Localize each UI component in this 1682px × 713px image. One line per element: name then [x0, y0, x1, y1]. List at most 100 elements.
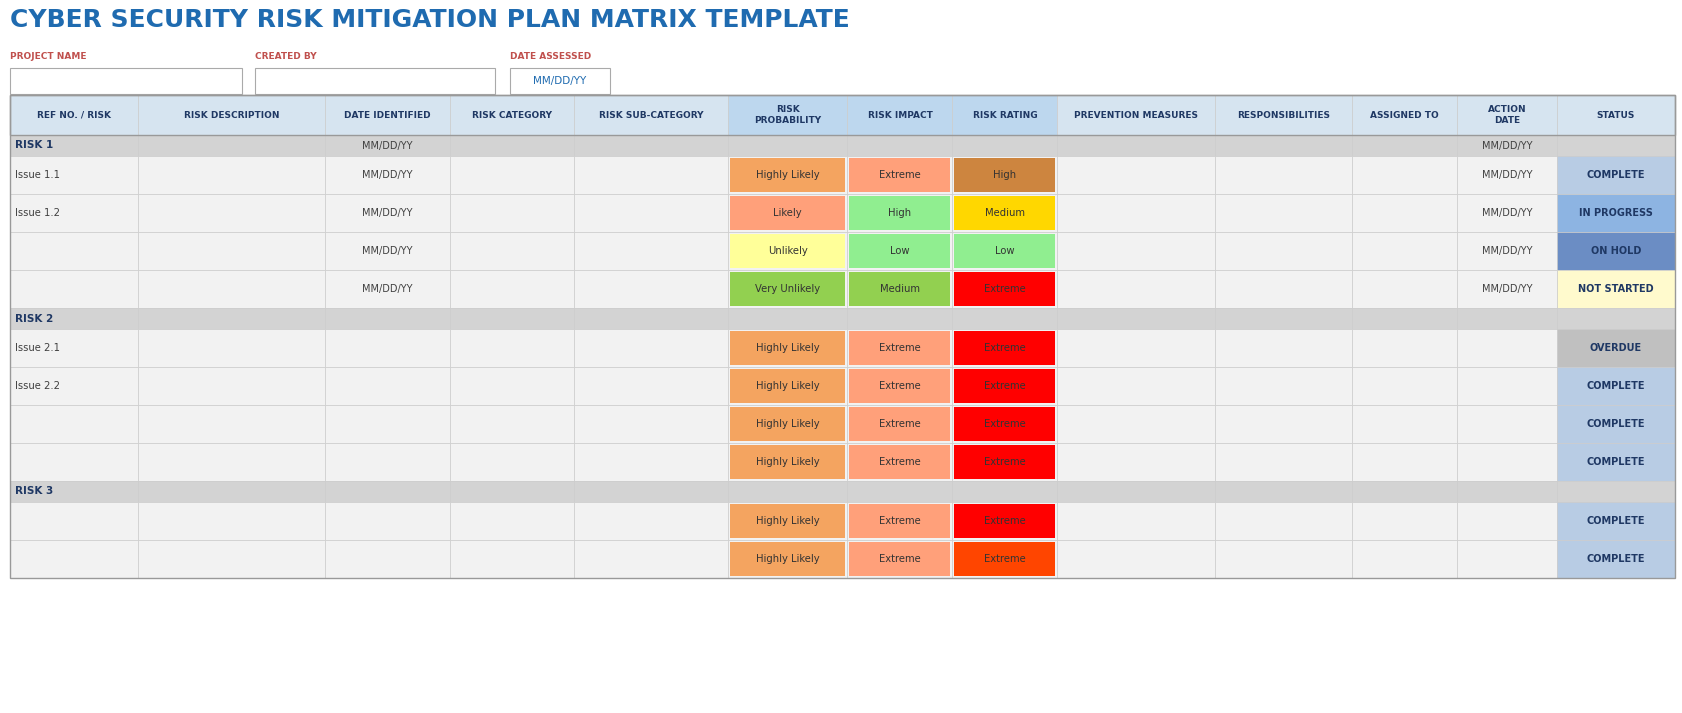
FancyBboxPatch shape	[138, 329, 325, 367]
FancyBboxPatch shape	[952, 540, 1056, 578]
FancyBboxPatch shape	[138, 443, 325, 481]
FancyBboxPatch shape	[325, 270, 449, 308]
Text: Highly Likely: Highly Likely	[755, 170, 819, 180]
Text: Extreme: Extreme	[984, 284, 1024, 294]
FancyBboxPatch shape	[10, 194, 138, 232]
FancyBboxPatch shape	[952, 156, 1056, 194]
Text: Low: Low	[994, 246, 1014, 256]
Text: Extreme: Extreme	[878, 419, 920, 429]
FancyBboxPatch shape	[574, 270, 727, 308]
FancyBboxPatch shape	[325, 502, 449, 540]
FancyBboxPatch shape	[1457, 95, 1556, 135]
FancyBboxPatch shape	[727, 95, 848, 135]
FancyBboxPatch shape	[848, 405, 952, 443]
FancyBboxPatch shape	[952, 405, 1056, 443]
FancyBboxPatch shape	[727, 329, 848, 367]
Text: Extreme: Extreme	[984, 343, 1024, 353]
Text: Unlikely: Unlikely	[767, 246, 807, 256]
FancyBboxPatch shape	[954, 158, 1055, 192]
FancyBboxPatch shape	[574, 329, 727, 367]
FancyBboxPatch shape	[848, 540, 952, 578]
FancyBboxPatch shape	[1214, 194, 1351, 232]
Text: COMPLETE: COMPLETE	[1586, 170, 1645, 180]
FancyBboxPatch shape	[1351, 443, 1457, 481]
FancyBboxPatch shape	[952, 481, 1056, 502]
FancyBboxPatch shape	[449, 95, 574, 135]
FancyBboxPatch shape	[449, 135, 574, 156]
FancyBboxPatch shape	[730, 158, 844, 192]
FancyBboxPatch shape	[138, 95, 325, 135]
FancyBboxPatch shape	[1214, 481, 1351, 502]
FancyBboxPatch shape	[138, 502, 325, 540]
FancyBboxPatch shape	[727, 308, 848, 329]
FancyBboxPatch shape	[10, 502, 138, 540]
FancyBboxPatch shape	[1056, 367, 1214, 405]
FancyBboxPatch shape	[449, 502, 574, 540]
FancyBboxPatch shape	[952, 95, 1056, 135]
FancyBboxPatch shape	[1556, 540, 1674, 578]
Text: Extreme: Extreme	[878, 170, 920, 180]
Text: MM/DD/YY: MM/DD/YY	[1480, 246, 1531, 256]
Text: REF NO. / RISK: REF NO. / RISK	[37, 111, 111, 120]
FancyBboxPatch shape	[325, 443, 449, 481]
FancyBboxPatch shape	[449, 156, 574, 194]
FancyBboxPatch shape	[848, 502, 952, 540]
FancyBboxPatch shape	[1056, 156, 1214, 194]
FancyBboxPatch shape	[1351, 367, 1457, 405]
Text: PROJECT NAME: PROJECT NAME	[10, 52, 86, 61]
Text: PREVENTION MEASURES: PREVENTION MEASURES	[1073, 111, 1198, 120]
FancyBboxPatch shape	[1457, 443, 1556, 481]
FancyBboxPatch shape	[848, 270, 952, 308]
Text: Highly Likely: Highly Likely	[755, 381, 819, 391]
FancyBboxPatch shape	[1556, 502, 1674, 540]
FancyBboxPatch shape	[730, 369, 844, 403]
FancyBboxPatch shape	[1556, 308, 1674, 329]
FancyBboxPatch shape	[730, 272, 844, 306]
Text: MM/DD/YY: MM/DD/YY	[362, 208, 412, 218]
FancyBboxPatch shape	[449, 232, 574, 270]
Text: RISK 3: RISK 3	[15, 486, 54, 496]
FancyBboxPatch shape	[1056, 405, 1214, 443]
Text: Extreme: Extreme	[878, 343, 920, 353]
FancyBboxPatch shape	[1056, 308, 1214, 329]
FancyBboxPatch shape	[1214, 405, 1351, 443]
FancyBboxPatch shape	[848, 481, 952, 502]
FancyBboxPatch shape	[954, 445, 1055, 479]
FancyBboxPatch shape	[954, 331, 1055, 365]
FancyBboxPatch shape	[1556, 443, 1674, 481]
FancyBboxPatch shape	[1351, 502, 1457, 540]
FancyBboxPatch shape	[256, 68, 495, 94]
FancyBboxPatch shape	[952, 443, 1056, 481]
FancyBboxPatch shape	[138, 367, 325, 405]
FancyBboxPatch shape	[954, 542, 1055, 576]
FancyBboxPatch shape	[952, 270, 1056, 308]
Text: Highly Likely: Highly Likely	[755, 554, 819, 564]
FancyBboxPatch shape	[325, 405, 449, 443]
FancyBboxPatch shape	[849, 445, 950, 479]
FancyBboxPatch shape	[1556, 135, 1674, 156]
FancyBboxPatch shape	[1351, 540, 1457, 578]
Text: RISK 2: RISK 2	[15, 314, 54, 324]
FancyBboxPatch shape	[138, 232, 325, 270]
FancyBboxPatch shape	[1214, 367, 1351, 405]
FancyBboxPatch shape	[848, 232, 952, 270]
FancyBboxPatch shape	[849, 234, 950, 268]
FancyBboxPatch shape	[1214, 540, 1351, 578]
Text: Issue 2.1: Issue 2.1	[15, 343, 61, 353]
FancyBboxPatch shape	[10, 308, 138, 329]
FancyBboxPatch shape	[10, 156, 138, 194]
FancyBboxPatch shape	[1214, 95, 1351, 135]
FancyBboxPatch shape	[954, 369, 1055, 403]
Text: Highly Likely: Highly Likely	[755, 343, 819, 353]
FancyBboxPatch shape	[1351, 329, 1457, 367]
FancyBboxPatch shape	[848, 135, 952, 156]
FancyBboxPatch shape	[730, 407, 844, 441]
Text: MM/DD/YY: MM/DD/YY	[362, 140, 412, 150]
FancyBboxPatch shape	[848, 308, 952, 329]
FancyBboxPatch shape	[848, 329, 952, 367]
FancyBboxPatch shape	[1457, 270, 1556, 308]
FancyBboxPatch shape	[952, 502, 1056, 540]
FancyBboxPatch shape	[449, 270, 574, 308]
FancyBboxPatch shape	[325, 135, 449, 156]
Text: NOT STARTED: NOT STARTED	[1578, 284, 1653, 294]
